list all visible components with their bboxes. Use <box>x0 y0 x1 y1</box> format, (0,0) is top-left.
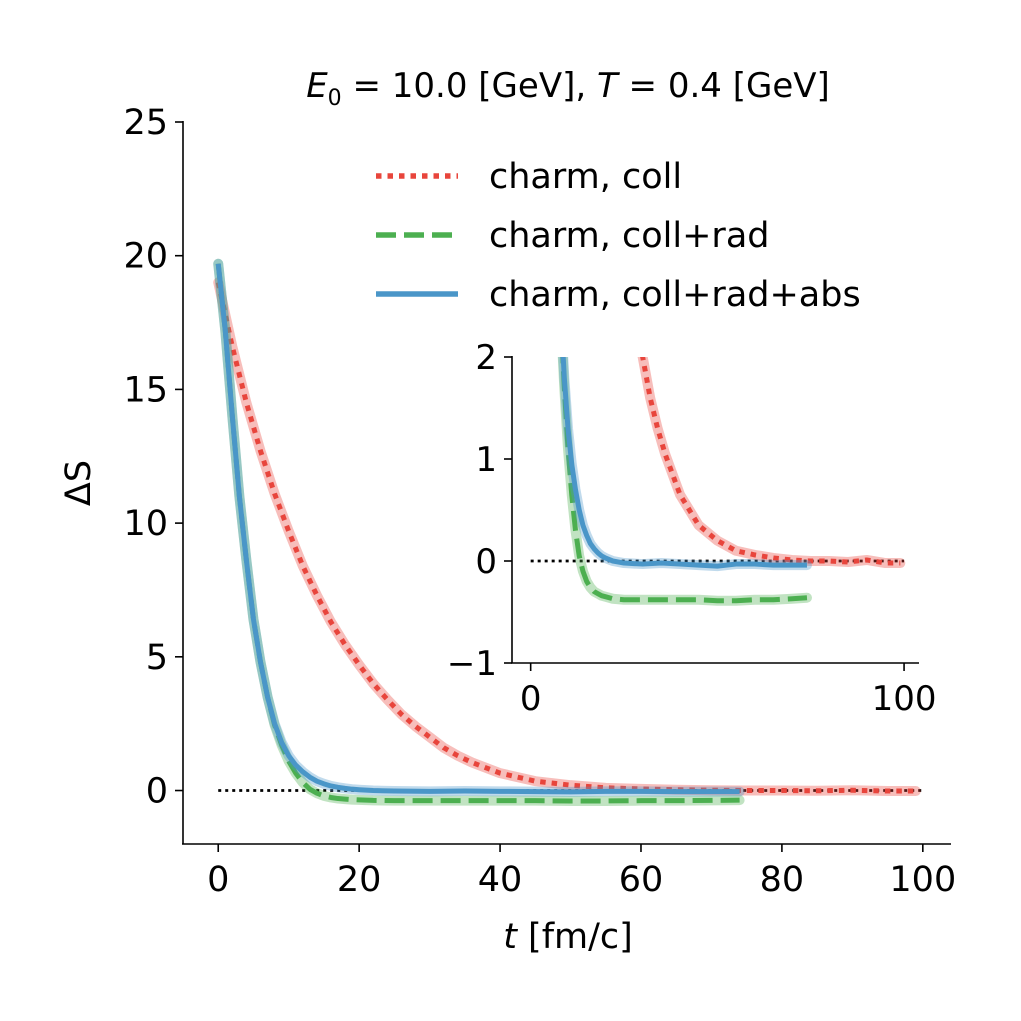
main-y-ticks: 0 5 10 15 20 25 <box>123 103 183 812</box>
chart-title: E0 = 10.0 [GeV], T = 0.4 [GeV] <box>306 66 830 111</box>
legend-entry-coll-rad: charm, coll+rad <box>376 216 769 256</box>
legend-label-coll: charm, coll <box>489 157 682 197</box>
main-x-tick-label: 100 <box>889 860 956 900</box>
main-y-tick-label: 0 <box>146 772 168 812</box>
y-axis-label: ΔS <box>59 460 99 506</box>
legend-label-coll-rad-abs: charm, coll+rad+abs <box>489 275 861 315</box>
main-line-coll <box>215 281 916 794</box>
main-x-ticks: 0 20 40 60 80 100 <box>207 844 956 900</box>
legend-entry-coll-rad-abs: charm, coll+rad+abs <box>376 275 861 315</box>
main-y-tick-label: 20 <box>123 237 168 277</box>
x-axis-label: t [fm/c] <box>503 917 633 957</box>
main-y-tick-label: 25 <box>123 103 168 143</box>
inset-y-tick-label: 0 <box>475 542 497 582</box>
main-y-tick-label: 5 <box>146 638 168 678</box>
main-x-tick-label: 20 <box>337 860 382 900</box>
legend: charm, coll charm, coll+rad charm, coll+… <box>376 157 861 315</box>
inset-x-ticks: 0 100 <box>520 663 937 719</box>
main-y-tick-label: 10 <box>123 504 168 544</box>
main-y-tick-label: 15 <box>123 370 168 410</box>
inset-y-tick-label: −1 <box>447 644 497 684</box>
inset-series-layer <box>530 357 906 606</box>
inset-x-tick-label: 0 <box>520 679 542 719</box>
main-x-tick-label: 40 <box>478 860 523 900</box>
inset-x-tick-label: 100 <box>872 679 937 719</box>
inset-line-coll-rad-abs <box>560 357 807 569</box>
inset-y-ticks: −1 0 1 2 <box>447 338 512 684</box>
main-x-tick-label: 80 <box>760 860 805 900</box>
inset-band-coll <box>637 357 906 569</box>
main-series-layer <box>213 258 923 806</box>
main-x-tick-label: 0 <box>207 860 229 900</box>
inset-line-coll-rad <box>560 357 808 604</box>
inset-plot: 0 100 −1 0 1 2 <box>447 338 937 719</box>
main-line-coll-rad-abs <box>215 263 740 795</box>
inset-y-tick-label: 2 <box>475 338 497 378</box>
main-x-tick-label: 60 <box>619 860 664 900</box>
legend-label-coll-rad: charm, coll+rad <box>489 216 769 256</box>
inset-y-tick-label: 1 <box>475 440 497 480</box>
legend-entry-coll: charm, coll <box>376 157 682 197</box>
